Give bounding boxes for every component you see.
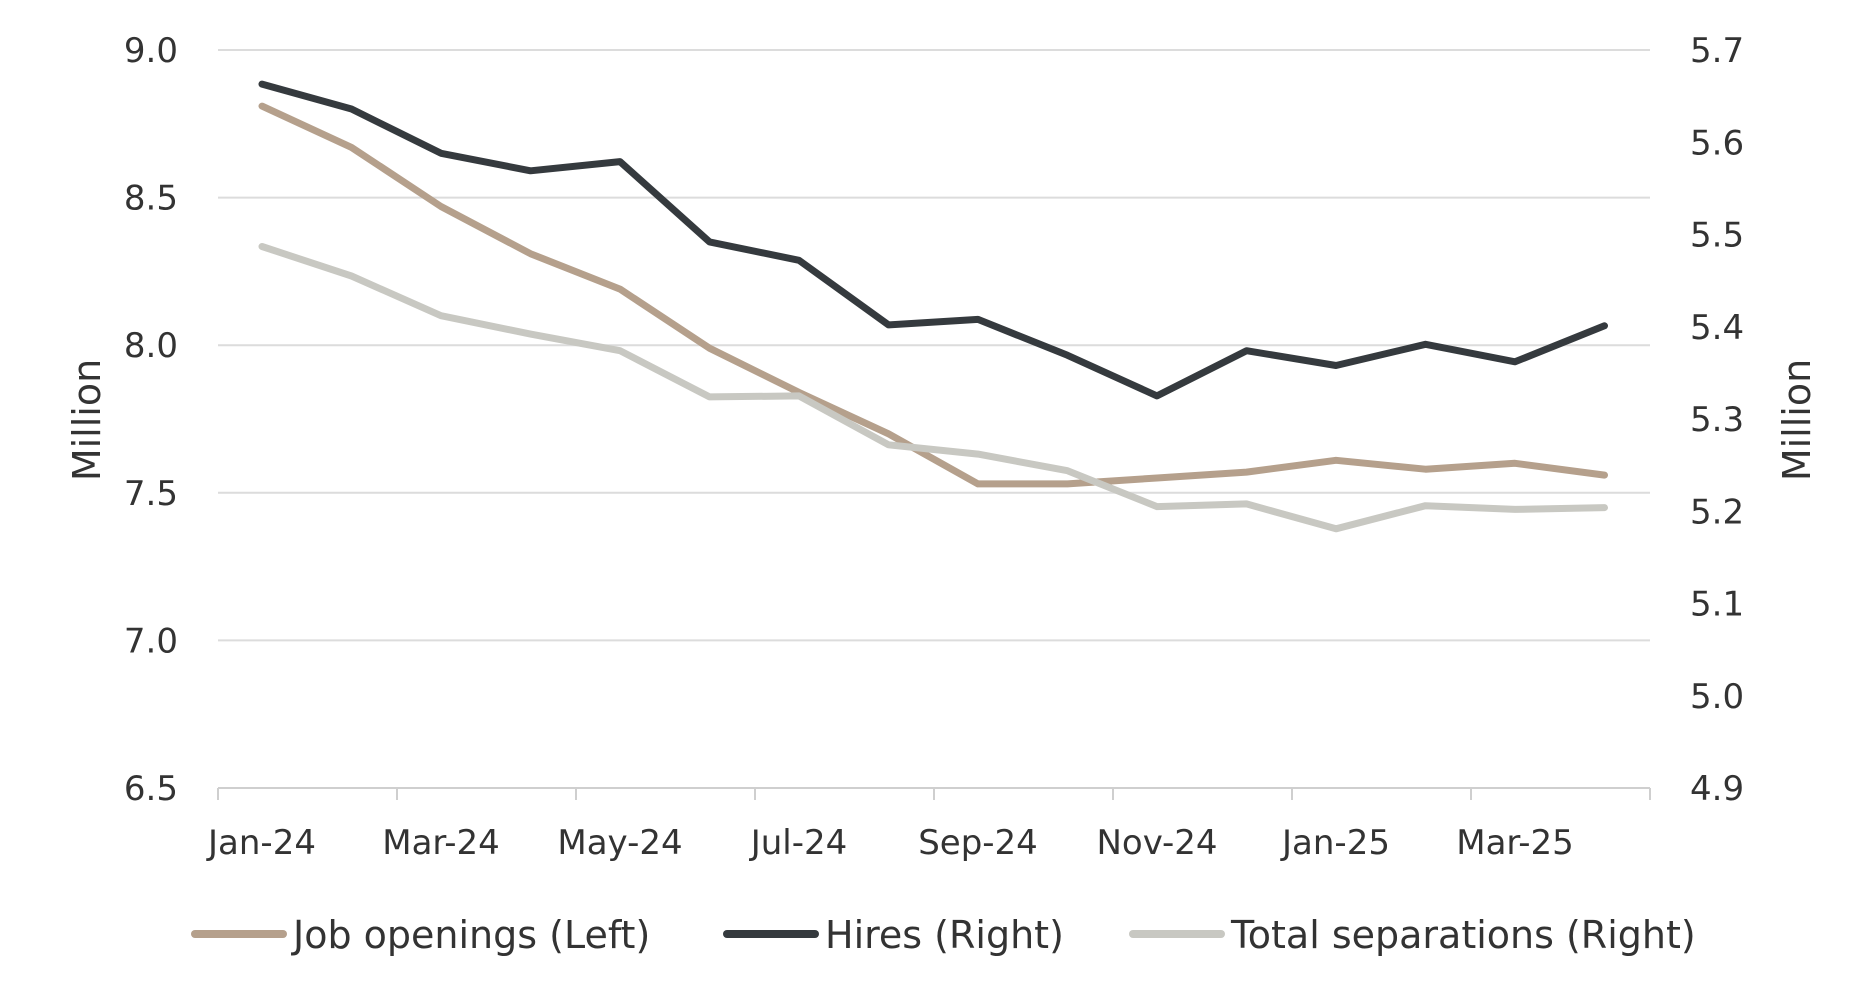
left-y-axis: 6.5 7.0 7.5 8.0 8.5 9.0: [124, 31, 178, 809]
x-tick-label: Mar-24: [382, 823, 500, 863]
x-tick-label: May-24: [557, 823, 682, 863]
left-tick-label: 9.0: [124, 31, 178, 71]
left-tick-label: 7.0: [124, 621, 178, 661]
series-lines: [258, 80, 1608, 533]
x-axis: Jan-24 Mar-24 May-24 Jul-24 Sep-24 Nov-24 Jan-…: [206, 787, 1651, 863]
legend-label: Job openings (Left): [291, 913, 650, 957]
legend-item: Hires (Right): [723, 913, 1064, 957]
legend-item: Total separations (Right): [1129, 913, 1696, 957]
right-tick-label: 5.5: [1690, 216, 1744, 256]
left-tick-label: 6.5: [124, 769, 178, 809]
legend-label: Total separations (Right): [1230, 913, 1696, 957]
left-tick-label: 8.0: [124, 326, 178, 366]
right-tick-label: 5.0: [1690, 677, 1744, 717]
right-tick-label: 5.4: [1690, 308, 1744, 348]
legend-item: Job openings (Left): [191, 913, 650, 957]
right-tick-label: 5.1: [1690, 585, 1744, 625]
series-line-1: [258, 102, 1608, 488]
series-line-2: [258, 80, 1608, 400]
right-tick-label: 5.3: [1690, 400, 1744, 440]
right-tick-label: 5.6: [1690, 123, 1744, 163]
x-tick-label: Jan-25: [1280, 823, 1390, 863]
right-y-axis: 4.9 5.0 5.1 5.2 5.3 5.4 5.5 5.6 5.7: [1690, 31, 1744, 809]
left-tick-label: 7.5: [124, 474, 178, 514]
left-tick-label: 8.5: [124, 179, 178, 219]
x-tick-label: Jan-24: [206, 823, 316, 863]
left-axis-title: Million: [65, 359, 109, 481]
x-tick-label: Mar-25: [1456, 823, 1574, 863]
right-tick-label: 5.2: [1690, 492, 1744, 532]
right-axis-title: Million: [1775, 359, 1819, 481]
x-tick-label: Sep-24: [918, 823, 1038, 863]
gridlines: [218, 49, 1650, 642]
series-line-3: [258, 243, 1608, 533]
x-tick-label: Jul-24: [749, 823, 848, 863]
right-tick-label: 5.7: [1690, 31, 1744, 71]
legend: Job openings (Left) Hires (Right) Total se…: [191, 913, 1696, 957]
right-tick-label: 4.9: [1690, 769, 1744, 809]
x-tick-label: Nov-24: [1097, 823, 1218, 863]
legend-label: Hires (Right): [825, 913, 1064, 957]
